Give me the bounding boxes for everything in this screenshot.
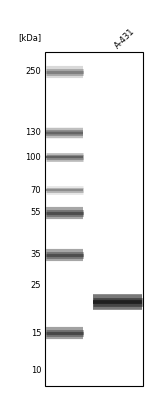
Text: A-431: A-431 bbox=[113, 26, 136, 50]
Text: 35: 35 bbox=[31, 250, 41, 259]
Text: 100: 100 bbox=[25, 152, 41, 162]
Text: 130: 130 bbox=[25, 128, 41, 137]
Text: 250: 250 bbox=[25, 68, 41, 76]
Text: 25: 25 bbox=[31, 281, 41, 290]
Text: [kDa]: [kDa] bbox=[18, 33, 41, 42]
Text: 15: 15 bbox=[31, 329, 41, 338]
FancyBboxPatch shape bbox=[45, 52, 143, 386]
Text: 55: 55 bbox=[31, 208, 41, 217]
Text: 70: 70 bbox=[31, 186, 41, 195]
Text: 10: 10 bbox=[31, 366, 41, 376]
